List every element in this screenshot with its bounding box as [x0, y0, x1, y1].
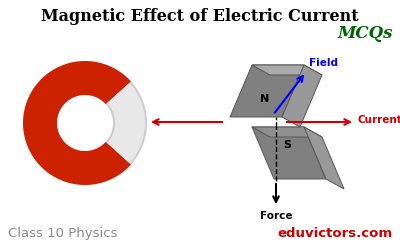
- Polygon shape: [282, 65, 322, 127]
- Polygon shape: [252, 127, 326, 179]
- Text: MCQs: MCQs: [338, 25, 393, 42]
- Text: Class 10 Physics: Class 10 Physics: [8, 227, 118, 240]
- Text: Current: Current: [358, 115, 400, 125]
- Text: Magnetic Effect of Electric Current: Magnetic Effect of Electric Current: [41, 8, 359, 25]
- Text: N: N: [260, 94, 269, 104]
- PathPatch shape: [106, 82, 147, 164]
- Text: Force: Force: [260, 211, 292, 221]
- PathPatch shape: [107, 83, 145, 163]
- Polygon shape: [252, 65, 322, 75]
- Text: eduvictors.com: eduvictors.com: [277, 227, 392, 240]
- Text: S: S: [283, 140, 291, 150]
- Polygon shape: [304, 127, 344, 189]
- Polygon shape: [230, 65, 304, 117]
- Text: Field: Field: [309, 58, 338, 68]
- Polygon shape: [252, 127, 322, 137]
- PathPatch shape: [23, 61, 131, 185]
